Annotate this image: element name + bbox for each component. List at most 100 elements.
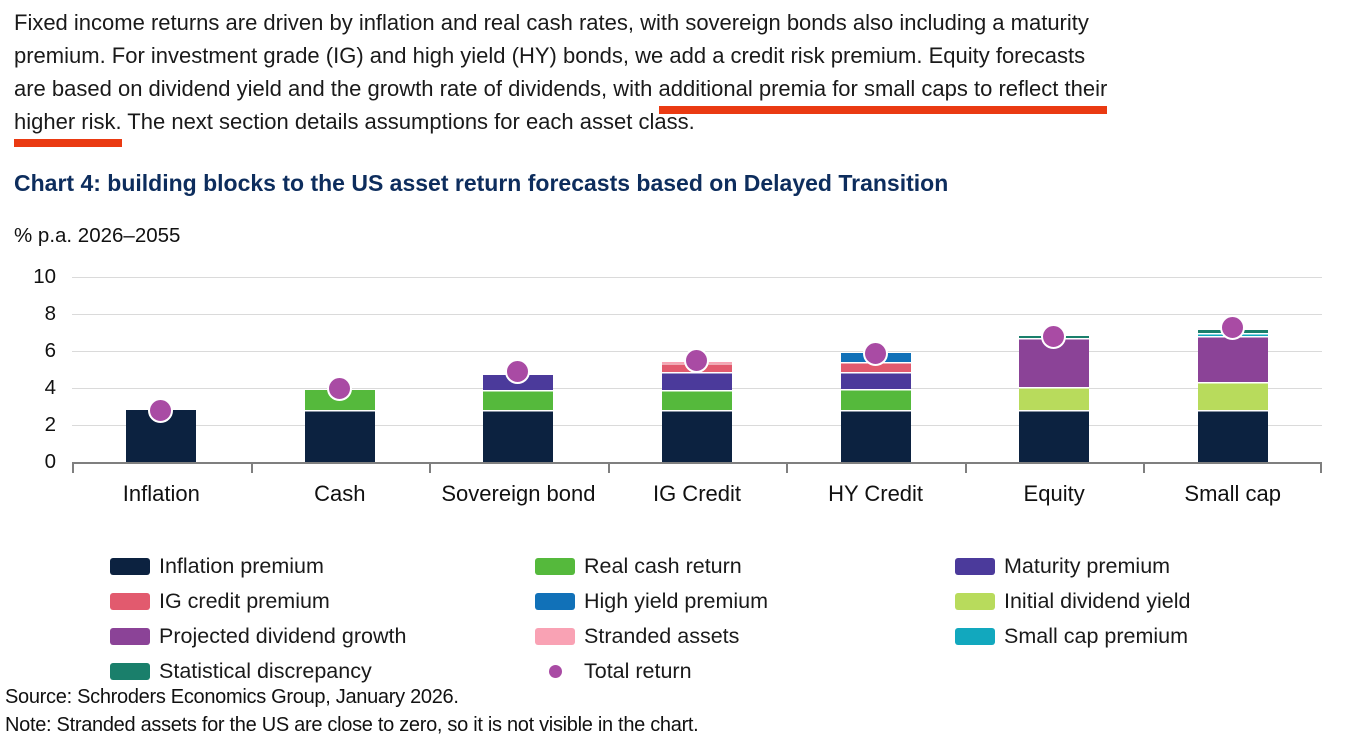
paragraph-line: higher risk. The next section details as…	[14, 105, 1107, 147]
y-tick-label: 2	[44, 413, 56, 436]
category-label: Inflation	[122, 481, 200, 506]
bar-segment	[304, 410, 375, 462]
intro-paragraph: Fixed income returns are driven by infla…	[14, 6, 1108, 147]
gridline	[72, 314, 1322, 315]
plot-area	[72, 277, 1322, 473]
y-axis-tick-labels: 0 2 4 6 8 10	[0, 265, 56, 473]
legend-item: Inflation premium	[110, 549, 535, 584]
legend-item: Initial dividend yield	[955, 584, 1190, 619]
total-return-marker	[505, 359, 531, 385]
legend-label: Total return	[584, 659, 692, 683]
x-axis-tick	[964, 464, 967, 473]
legend-swatch	[955, 558, 995, 575]
legend-swatch	[110, 628, 150, 645]
chart-title: Chart 4: building blocks to the US asset…	[14, 170, 949, 196]
y-tick-label: 4	[44, 376, 56, 399]
bar-segment	[840, 372, 911, 389]
y-tick-label: 10	[33, 265, 56, 288]
total-return-marker	[326, 376, 352, 401]
bar-segment	[662, 410, 732, 462]
legend-item: High yield premium	[535, 584, 955, 619]
legend-swatch	[955, 593, 995, 610]
legend-label: Initial dividend yield	[1004, 589, 1191, 613]
bar-segment	[662, 372, 732, 390]
legend-swatch	[110, 663, 150, 680]
bar-segment	[840, 410, 911, 462]
y-tick-label: 8	[44, 302, 56, 325]
legend-swatch	[535, 628, 575, 645]
bar-segment	[1019, 410, 1090, 462]
red-underline-annotation: higher risk.	[14, 105, 122, 147]
category-label: HY Credit	[828, 481, 924, 506]
gridline	[72, 277, 1322, 278]
y-tick-label: 0	[44, 450, 56, 473]
bar-segment	[662, 389, 732, 411]
red-underline-annotation: additional premia for small caps to refl…	[658, 72, 1108, 114]
y-axis-unit-label: % p.a. 2026–2055	[14, 224, 181, 247]
x-axis-tick	[250, 464, 253, 473]
total-return-dot-icon	[548, 665, 562, 678]
legend-label: Real cash return	[584, 554, 742, 578]
legend-label: Small cap premium	[1004, 624, 1188, 648]
bar-segment	[840, 362, 911, 373]
total-return-marker	[684, 348, 709, 374]
category-label: Sovereign bond	[441, 481, 596, 506]
legend-swatch	[110, 558, 150, 575]
total-return-marker	[148, 398, 174, 424]
x-axis-tick	[429, 464, 432, 473]
note-line: Note: Stranded assets for the US are clo…	[5, 713, 699, 736]
legend-item: Total return	[535, 654, 955, 689]
y-tick-label: 6	[44, 339, 56, 362]
legend-item: Real cash return	[535, 549, 955, 584]
bar-segment	[483, 410, 554, 462]
total-return-marker	[862, 340, 888, 366]
category-label: Equity	[1023, 481, 1085, 506]
legend-item: Statistical discrepancy	[110, 654, 535, 689]
x-axis-tick	[786, 464, 789, 473]
legend-column: Real cash return High yield premium Strand…	[535, 549, 955, 689]
x-axis-tick	[607, 464, 610, 473]
total-return-marker	[1219, 314, 1245, 340]
legend-label: Statistical discrepancy	[159, 659, 372, 683]
legend-swatch	[955, 628, 995, 645]
paragraph-text: Fixed income returns are driven by infla…	[14, 10, 1089, 35]
paragraph-text: premium. For investment grade (IG) and h…	[14, 43, 1086, 68]
paragraph-line: premium. For investment grade (IG) and h…	[14, 39, 1107, 72]
legend-label: High yield premium	[584, 589, 769, 613]
legend-column: Maturity premium Initial dividend yield Sm…	[955, 549, 1190, 689]
x-axis-tick	[1143, 464, 1146, 473]
legend-swatch	[535, 558, 575, 575]
x-axis-category-labels: Inflation Cash Sovereign bond IG Credit HY C…	[72, 481, 1322, 511]
bar-segment	[483, 389, 554, 411]
legend-label: Stranded assets	[584, 624, 740, 648]
bar-segment	[1197, 336, 1268, 382]
legend-item: IG credit premium	[110, 584, 535, 619]
legend-item: Small cap premium	[955, 619, 1190, 654]
x-axis-tick	[72, 464, 74, 473]
bar-segment	[1019, 387, 1090, 411]
legend-swatch	[110, 593, 150, 610]
legend-label: Maturity premium	[1004, 554, 1171, 578]
paragraph-text: The next section details assumptions for…	[121, 109, 695, 134]
paragraph-line: Fixed income returns are driven by infla…	[14, 6, 1107, 39]
legend-label: Projected dividend growth	[159, 624, 407, 648]
category-label: IG Credit	[652, 481, 741, 506]
category-label: Small cap	[1184, 481, 1281, 506]
legend-label: IG credit premium	[159, 589, 330, 613]
legend-column: Inflation premium IG credit premium Projec…	[110, 549, 535, 689]
legend-label: Inflation premium	[159, 554, 324, 578]
bar-segment	[1197, 410, 1268, 462]
paragraph-text: are based on dividend yield and the grow…	[14, 76, 659, 101]
total-return-marker	[1041, 324, 1067, 350]
legend-item: Maturity premium	[955, 549, 1190, 584]
legend-swatch	[535, 593, 575, 610]
source-line: Source: Schroders Economics Group, Janua…	[5, 686, 459, 708]
chart-legend: Inflation premium IG credit premium Projec…	[110, 549, 1190, 689]
legend-item: Stranded assets	[535, 619, 955, 654]
paragraph-line: are based on dividend yield and the grow…	[14, 72, 1108, 114]
source-note-block: Source: Schroders Economics Group, Janua…	[5, 684, 699, 739]
bar-segment	[1197, 381, 1268, 411]
bar-segment	[840, 388, 911, 411]
legend-marker-swatch	[535, 663, 575, 680]
